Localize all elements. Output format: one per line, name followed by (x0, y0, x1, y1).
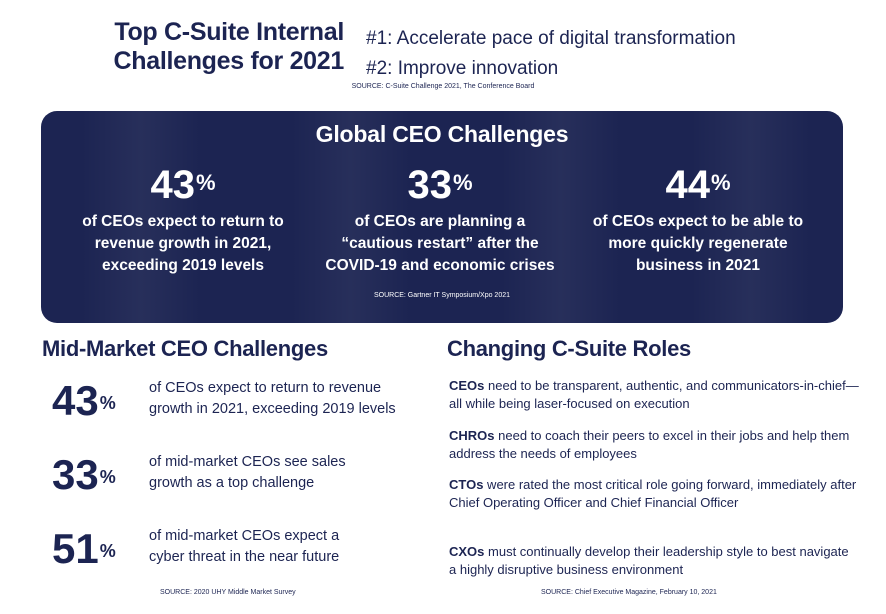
page-title-line2: Challenges for 2021 (113, 47, 344, 75)
global-stat-value: 33% (310, 163, 570, 207)
midmarket-stat-desc: of mid-market CEOs expect a cyber threat… (149, 526, 429, 568)
stat-desc-line: exceeding 2019 levels (101, 257, 264, 274)
global-stat: 33% of CEOs are planning a “cautious res… (310, 163, 570, 277)
header-source: SOURCE: C-Suite Challenge 2021, The Conf… (0, 83, 886, 90)
stat-desc-line: cyber threat in the near future (149, 549, 340, 565)
role-name: CXOs (449, 544, 485, 559)
stat-desc-line: growth as a top challenge (149, 475, 315, 491)
stat-desc-line: business in 2021 (635, 257, 761, 274)
global-panel-title: Global CEO Challenges (315, 121, 569, 147)
roles-source: SOURCE: Chief Executive Magazine, Februa… (541, 589, 717, 596)
stat-desc-line: of CEOs expect to be able to (592, 213, 804, 230)
midmarket-stat-desc: of mid-market CEOs see sales growth as a… (149, 452, 429, 494)
global-stat: 43% of CEOs expect to return to revenue … (53, 163, 313, 277)
global-ceo-panel: Global CEO Challenges 43% of CEOs expect… (41, 111, 843, 323)
global-stat-value: 44% (568, 163, 828, 207)
midmarket-stat-desc: of CEOs expect to return to revenue grow… (149, 378, 429, 420)
stat-number: 51 (52, 525, 99, 572)
midmarket-stat-value: 43% (52, 378, 116, 424)
global-stat-value: 43% (53, 163, 313, 207)
stat-unit: % (99, 467, 116, 487)
global-stat-desc: of CEOs expect to return to revenue grow… (53, 211, 313, 277)
roles-title: Changing C-Suite Roles (447, 336, 691, 361)
role-text: need to be transparent, authentic, and c… (449, 378, 859, 411)
midmarket-source: SOURCE: 2020 UHY Middle Market Survey (160, 589, 296, 596)
role-text: were rated the most critical role going … (449, 477, 857, 510)
midmarket-title: Mid-Market CEO Challenges (42, 336, 328, 361)
role-text: need to coach their peers to excel in th… (449, 428, 850, 461)
header-source-text: SOURCE: C-Suite Challenge 2021, The Conf… (351, 83, 535, 90)
role-name: CEOs (449, 378, 485, 393)
stat-desc-line: revenue growth in 2021, (94, 235, 272, 252)
role-item: CXOs must continually develop their lead… (449, 543, 859, 579)
stat-unit: % (452, 170, 473, 195)
midmarket-stat-value: 33% (52, 452, 116, 498)
panel-light-ray (81, 111, 201, 323)
global-source: SOURCE: Gartner IT Symposium/Xpo 2021 (373, 292, 511, 299)
stat-unit: % (99, 541, 116, 561)
stat-unit: % (195, 170, 216, 195)
stat-desc-line: of mid-market CEOs see sales (149, 454, 346, 470)
global-stat-desc: of CEOs are planning a “cautious restart… (310, 211, 570, 277)
stat-number: 33 (52, 451, 99, 498)
role-name: CTOs (449, 477, 484, 492)
role-item: CEOs need to be transparent, authentic, … (449, 377, 859, 413)
top-challenges-list: #1: Accelerate pace of digital transform… (366, 24, 736, 84)
global-stat-desc: of CEOs expect to be able to more quickl… (568, 211, 828, 277)
panel-light-ray (291, 111, 411, 323)
stat-desc-line: more quickly regenerate (608, 235, 788, 252)
midmarket-stat-value: 51% (52, 526, 116, 572)
stat-desc-line: COVID-19 and economic crises (325, 257, 555, 274)
stat-number: 44 (665, 163, 710, 207)
stat-number: 43 (52, 377, 99, 424)
stat-desc-line: of mid-market CEOs expect a (149, 528, 340, 544)
global-stat: 44% of CEOs expect to be able to more qu… (568, 163, 828, 277)
page-title-line1: Top C-Suite Internal (114, 18, 344, 46)
stat-unit: % (99, 393, 116, 413)
role-text: must continually develop their leadershi… (449, 544, 849, 577)
top-challenge-1: #1: Accelerate pace of digital transform… (366, 28, 736, 49)
stat-desc-line: of CEOs expect to return to (82, 213, 284, 230)
stat-desc-line: of CEOs expect to return to revenue (149, 380, 382, 396)
stat-number: 43 (150, 163, 195, 207)
stat-desc-line: growth in 2021, exceeding 2019 levels (149, 401, 396, 417)
stat-desc-line: “cautious restart” after the (341, 235, 539, 252)
panel-light-ray (691, 111, 811, 323)
role-item: CHROs need to coach their peers to excel… (449, 427, 859, 463)
stat-desc-line: of CEOs are planning a (354, 213, 526, 230)
stat-number: 33 (407, 163, 452, 207)
stat-unit: % (710, 170, 731, 195)
panel-light-ray (501, 111, 621, 323)
role-item: CTOs were rated the most critical role g… (449, 476, 859, 512)
top-challenge-2: #2: Improve innovation (366, 58, 559, 79)
page-title: Top C-Suite Internal Challenges for 2021 (108, 18, 344, 76)
role-name: CHROs (449, 428, 495, 443)
